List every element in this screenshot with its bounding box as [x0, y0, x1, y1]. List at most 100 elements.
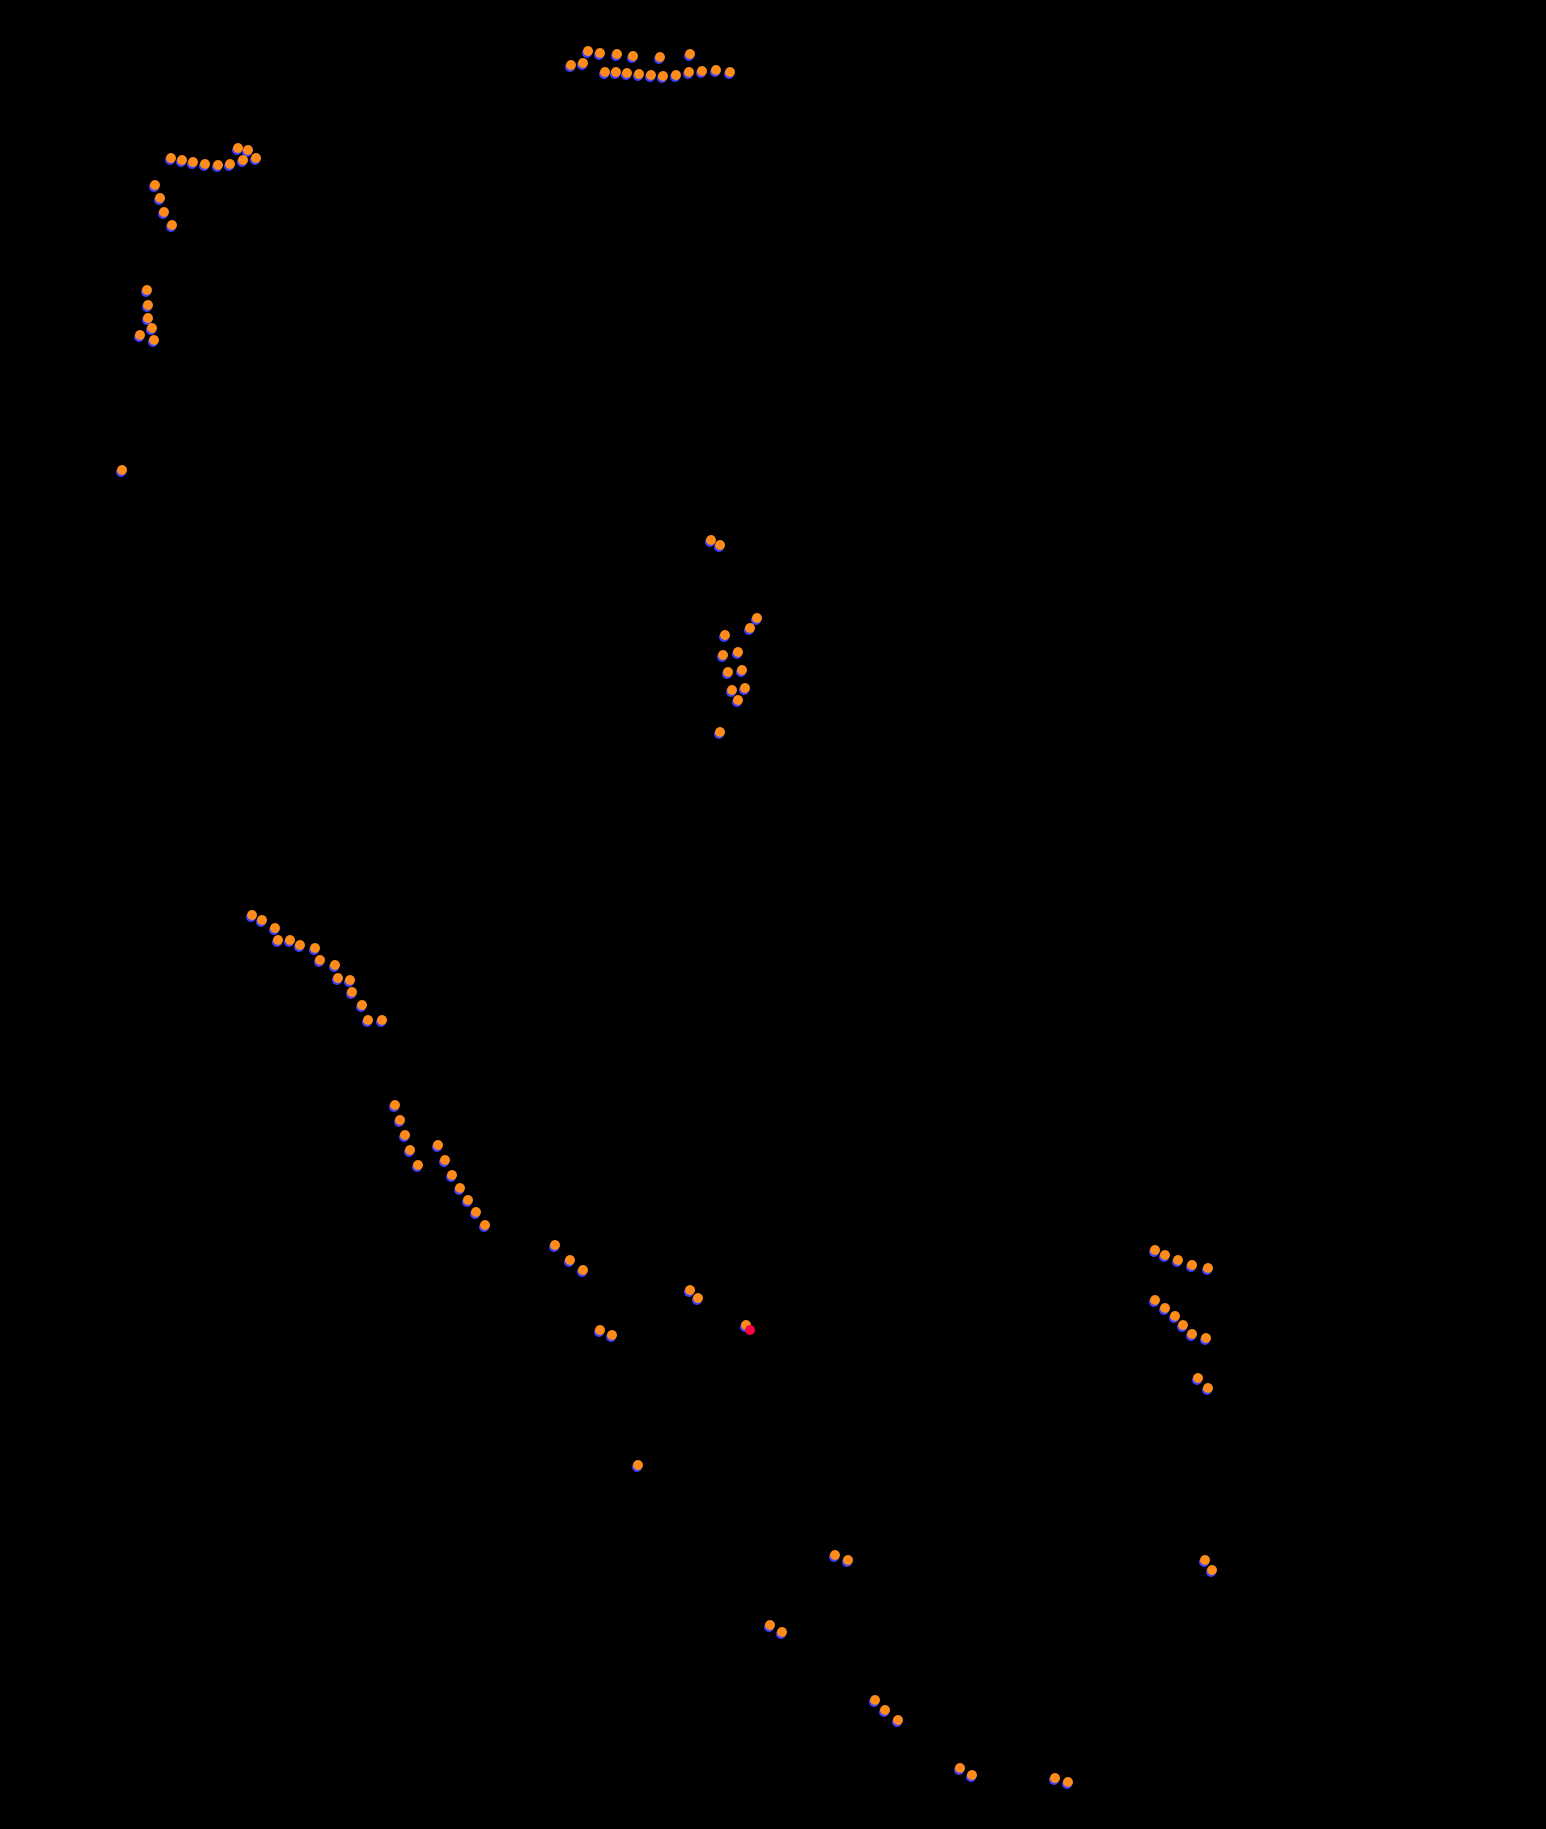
scatter-point — [727, 685, 737, 695]
scatter-point — [167, 220, 177, 230]
scatter-point-special — [745, 1325, 755, 1335]
scatter-point — [658, 71, 668, 81]
scatter-point — [607, 1330, 617, 1340]
scatter-point — [285, 935, 295, 945]
scatter-point — [1150, 1245, 1160, 1255]
scatter-point — [117, 465, 127, 475]
scatter-point — [1160, 1250, 1170, 1260]
scatter-point — [611, 67, 621, 77]
scatter-point — [142, 285, 152, 295]
scatter-point — [550, 1240, 560, 1250]
scatter-point — [595, 48, 605, 58]
scatter-point — [622, 68, 632, 78]
scatter-point — [685, 49, 695, 59]
scatter-point — [400, 1130, 410, 1140]
scatter-point — [955, 1763, 965, 1773]
scatter-point — [413, 1160, 423, 1170]
scatter-point — [243, 145, 253, 155]
scatter-point — [247, 910, 257, 920]
scatter-point — [1150, 1295, 1160, 1305]
scatter-point — [1160, 1303, 1170, 1313]
scatter-point — [1173, 1255, 1183, 1265]
scatter-point — [347, 987, 357, 997]
scatter-point — [147, 323, 157, 333]
scatter-point — [433, 1140, 443, 1150]
scatter-point — [718, 650, 728, 660]
scatter-point — [628, 51, 638, 61]
scatter-point — [238, 155, 248, 165]
scatter-point — [143, 313, 153, 323]
scatter-point — [723, 667, 733, 677]
scatter-point — [1187, 1260, 1197, 1270]
scatter-point — [745, 623, 755, 633]
scatter-point — [135, 330, 145, 340]
scatter-point — [725, 67, 735, 77]
scatter-point — [565, 1255, 575, 1265]
scatter-point — [733, 695, 743, 705]
scatter-point — [1193, 1373, 1203, 1383]
scatter-point — [671, 70, 681, 80]
scatter-point — [363, 1015, 373, 1025]
scatter-point — [315, 955, 325, 965]
scatter-point — [740, 683, 750, 693]
scatter-point — [149, 335, 159, 345]
scatter-point — [225, 159, 235, 169]
scatter-point — [777, 1627, 787, 1637]
scatter-point — [463, 1195, 473, 1205]
scatter-point — [733, 647, 743, 657]
scatter-point — [405, 1145, 415, 1155]
scatter-point — [471, 1207, 481, 1217]
scatter-point — [595, 1325, 605, 1335]
scatter-point — [600, 67, 610, 77]
scatter-point — [752, 613, 762, 623]
scatter-point — [693, 1293, 703, 1303]
scatter-point — [455, 1183, 465, 1193]
scatter-point — [684, 67, 694, 77]
scatter-point — [634, 69, 644, 79]
scatter-point — [310, 943, 320, 953]
scatter-point — [330, 960, 340, 970]
scatter-point — [155, 193, 165, 203]
scatter-point — [295, 940, 305, 950]
scatter-point — [257, 915, 267, 925]
scatter-point — [200, 159, 210, 169]
scatter-point — [357, 1000, 367, 1010]
scatter-point — [1063, 1777, 1073, 1787]
scatter-point — [697, 66, 707, 76]
scatter-point — [177, 155, 187, 165]
scatter-point — [213, 160, 223, 170]
scatter-point — [1050, 1773, 1060, 1783]
scatter-point — [1170, 1311, 1180, 1321]
scatter-point — [270, 923, 280, 933]
scatter-point — [566, 60, 576, 70]
scatter-point — [583, 46, 593, 56]
scatter-point — [578, 58, 588, 68]
scatter-point — [967, 1770, 977, 1780]
scatter-point — [720, 630, 730, 640]
scatter-point — [150, 180, 160, 190]
scatter-point — [1200, 1555, 1210, 1565]
scatter-point — [1203, 1383, 1213, 1393]
scatter-point — [1207, 1565, 1217, 1575]
scatter-point — [655, 52, 665, 62]
scatter-point — [843, 1555, 853, 1565]
scatter-point — [633, 1460, 643, 1470]
scatter-point — [1203, 1263, 1213, 1273]
scatter-point — [830, 1550, 840, 1560]
scatter-point — [480, 1220, 490, 1230]
scatter-point — [715, 727, 725, 737]
scatter-point — [612, 49, 622, 59]
scatter-point — [251, 153, 261, 163]
scatter-point — [159, 207, 169, 217]
scatter-point — [1201, 1333, 1211, 1343]
scatter-point — [233, 143, 243, 153]
scatter-point — [646, 70, 656, 80]
scatter-point — [273, 935, 283, 945]
scatter-point — [711, 65, 721, 75]
scatter-point — [1178, 1320, 1188, 1330]
scatter-point — [390, 1100, 400, 1110]
scatter-point — [578, 1265, 588, 1275]
scatter-plot — [0, 0, 1546, 1829]
scatter-point — [166, 153, 176, 163]
scatter-point — [447, 1170, 457, 1180]
